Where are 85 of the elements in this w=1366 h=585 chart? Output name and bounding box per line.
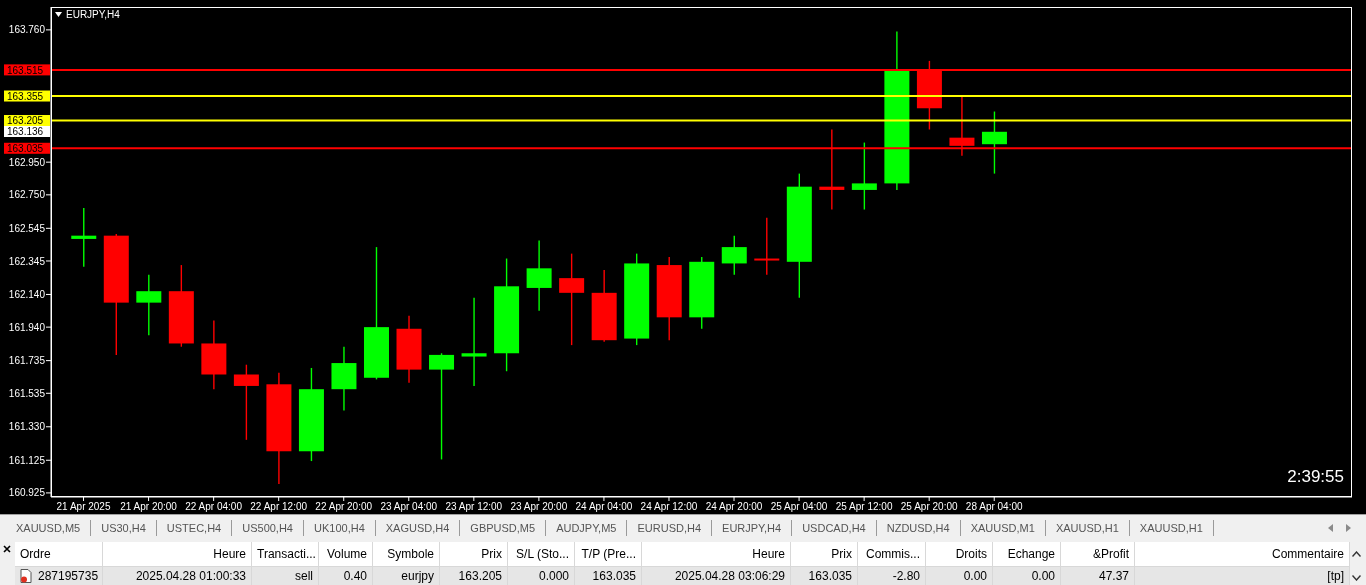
ref-line-label: 163.035 (7, 143, 44, 155)
candlestick (754, 217, 780, 276)
category-label: Echange (993, 542, 1061, 566)
candlestick (233, 364, 259, 441)
category-label: S/L (Sto... (508, 542, 575, 566)
text: sell (294, 569, 313, 583)
y-tick-label: 161.940 (8, 321, 46, 333)
y-tick-label: 162.545 (8, 222, 46, 234)
text: 2:39:55 (1287, 467, 1344, 487)
y-tick-label: 163.760 (8, 24, 46, 36)
category-label: UK100,H4 (304, 519, 376, 536)
category-label: T/P (Pre... (575, 542, 642, 566)
x-tick-label: 24 Apr 12:00 (640, 501, 698, 513)
x-tick-label: 25 Apr 20:00 (900, 501, 958, 513)
candlestick (851, 141, 877, 211)
text: eurjpy (401, 569, 434, 583)
category-label: Heure (103, 542, 252, 566)
x-tick-label: 22 Apr 04:00 (185, 501, 243, 513)
ref-line-label: 163.355 (7, 90, 44, 102)
text: 0.00 (1031, 569, 1055, 583)
candlestick (461, 297, 487, 387)
category-label: &Profit (1061, 542, 1135, 566)
ref-line-label: 163.205 (7, 115, 44, 127)
x-tick-label: 21 Apr 2025 (56, 501, 111, 513)
text: 163.136 (7, 126, 44, 138)
y-tick-label: 161.735 (8, 355, 46, 367)
x-tick-label: 23 Apr 04:00 (380, 501, 438, 513)
category-label: Symbole (373, 542, 440, 566)
chart-title: EURJPY,H4 (66, 9, 120, 21)
category-label: EURJPY,H4 (712, 519, 793, 536)
text: [tp] (1327, 569, 1344, 583)
text: 163.035 (808, 569, 852, 583)
category-label: AUDJPY,M5 (546, 519, 628, 536)
category-label: Commis... (858, 542, 926, 566)
category-label: USTEC,H4 (156, 519, 233, 536)
text: 163.035 (592, 569, 636, 583)
text: 0.000 (538, 569, 569, 583)
text: 2025.04.28 03:06:29 (674, 569, 785, 583)
category-label: US500,H4 (232, 519, 304, 536)
text: 287195735 (38, 569, 99, 583)
category-label: US30,H4 (91, 519, 157, 536)
candlestick (71, 207, 97, 268)
text: 2025.04.28 01:00:33 (135, 569, 246, 583)
text: 0.40 (343, 569, 367, 583)
category-label: XAUUSD,M1 (960, 519, 1046, 536)
category-label: Prix (791, 542, 858, 566)
category-label: Heure (642, 542, 791, 566)
text: -2.80 (892, 569, 920, 583)
category-label: XAUUSD,H1 (1045, 519, 1130, 536)
text: 0.00 (963, 569, 987, 583)
category-label: Commentaire (1135, 542, 1350, 566)
category-label: XAGUSD,H4 (375, 519, 461, 536)
category-label: EURUSD,H4 (627, 519, 713, 536)
x-tick-label: 25 Apr 12:00 (835, 501, 893, 513)
x-tick-label: 25 Apr 04:00 (770, 501, 828, 513)
category-label: NZDUSD,H4 (876, 519, 961, 536)
category-label: Volume (319, 542, 373, 566)
y-tick-label: 161.330 (8, 421, 46, 433)
x-tick-label: 28 Apr 04:00 (965, 501, 1024, 513)
y-tick-label: 162.950 (8, 156, 46, 168)
category-label: USDCAD,H4 (792, 519, 877, 536)
category-label: Ordre (15, 542, 103, 566)
category-label: Droits (926, 542, 993, 566)
text: 47.37 (1098, 569, 1129, 583)
y-tick-label: 160.925 (8, 487, 46, 499)
y-tick-label: 162.345 (8, 255, 46, 267)
x-tick-label: 21 Apr 20:00 (120, 501, 178, 513)
y-tick-label: 161.125 (8, 454, 46, 466)
x-tick-label: 22 Apr 20:00 (315, 501, 373, 513)
candlestick (429, 352, 455, 461)
category-label: Prix (440, 542, 508, 566)
category-label: Transacti... (252, 542, 319, 566)
category-label: XAUUSD,M5 (6, 519, 92, 536)
x-tick-label: 23 Apr 20:00 (510, 501, 568, 513)
y-tick-label: 161.535 (8, 387, 46, 399)
text: 163.205 (458, 569, 502, 583)
y-tick-label: 162.140 (8, 289, 46, 301)
y-tick-label: 162.750 (8, 189, 46, 201)
x-tick-label: 23 Apr 12:00 (445, 501, 503, 513)
category-label: XAUUSD,H1 (1129, 519, 1214, 536)
x-tick-label: 24 Apr 04:00 (575, 501, 633, 513)
x-tick-label: 22 Apr 12:00 (250, 501, 308, 513)
ref-line-label: 163.515 (7, 64, 44, 76)
x-tick-label: 24 Apr 20:00 (705, 501, 763, 513)
category-label: GBPUSD,M5 (460, 519, 547, 536)
